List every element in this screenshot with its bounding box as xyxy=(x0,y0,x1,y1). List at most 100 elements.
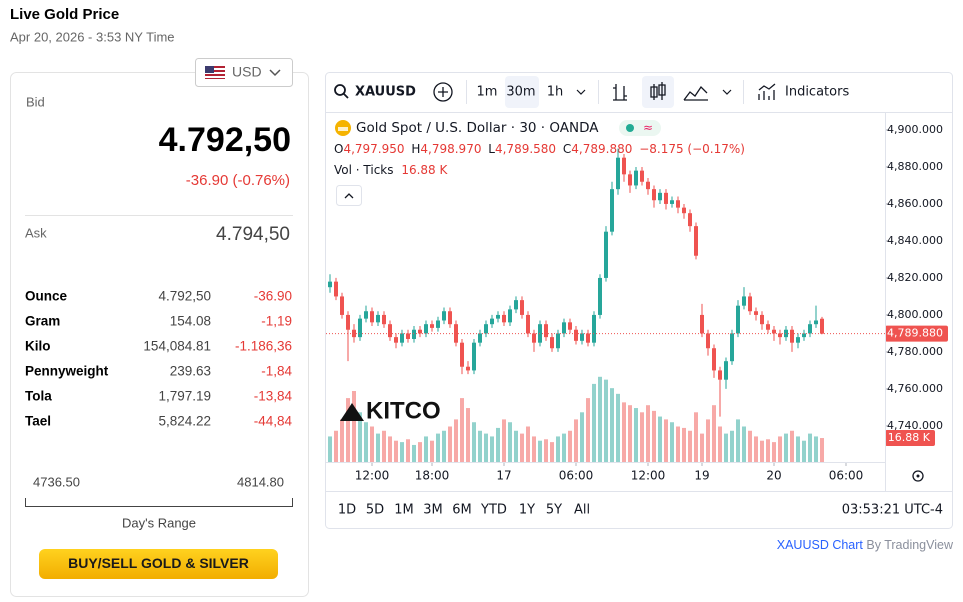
volume-bar xyxy=(748,430,752,462)
range-button[interactable]: 1M xyxy=(394,503,414,518)
currency[interactable]: USD xyxy=(232,64,262,80)
settings-icon[interactable] xyxy=(912,470,924,482)
attribution-by: By TradingView xyxy=(866,538,954,552)
candle-body xyxy=(592,314,596,343)
volume-bar xyxy=(646,405,650,462)
volume-bar xyxy=(436,433,440,462)
unit-change: -1.186,36 xyxy=(235,339,292,354)
price-panel xyxy=(10,72,309,597)
volume-bar xyxy=(616,393,620,462)
candle-body xyxy=(574,329,578,341)
indicators[interactable]: Indicators xyxy=(785,85,849,100)
buy-button-label[interactable]: BUY/SELL GOLD & SILVER xyxy=(68,555,249,571)
volume-bar xyxy=(688,430,692,462)
ohlc-key: C xyxy=(563,142,571,156)
candle-body xyxy=(778,333,782,338)
collapse-button[interactable] xyxy=(336,185,362,206)
range-button[interactable]: 1Y xyxy=(519,503,535,518)
symbol[interactable]: XAUUSD xyxy=(355,85,416,100)
interval[interactable]: 1h xyxy=(547,85,564,100)
candle-body xyxy=(622,157,626,175)
interval[interactable]: 1m xyxy=(477,85,498,100)
ohlc-value: 4,797.950 xyxy=(343,142,404,156)
volume-bar xyxy=(520,433,524,462)
volume-bar xyxy=(442,430,446,462)
volume-bar xyxy=(478,430,482,462)
currency-box[interactable] xyxy=(195,58,293,87)
area-icon[interactable] xyxy=(683,85,708,101)
add-icon xyxy=(438,87,448,97)
range-button[interactable]: All xyxy=(574,503,590,518)
volume-bar xyxy=(376,433,380,462)
buy-button[interactable] xyxy=(39,549,278,579)
volume-bar xyxy=(340,419,344,462)
chart-title: Gold Spot / U.S. Dollar · 30 · OANDA xyxy=(356,120,599,136)
volume-bar xyxy=(820,438,824,462)
candle-body xyxy=(508,309,512,323)
volume-bar xyxy=(358,412,362,462)
volume-bar xyxy=(370,426,374,462)
candle-body xyxy=(820,318,824,334)
candle-body xyxy=(772,329,776,334)
volume-bar xyxy=(544,439,548,462)
candle-body xyxy=(616,157,620,190)
ohlc-key: O xyxy=(334,142,343,156)
candle-body xyxy=(808,324,812,334)
logo-text: KITCO xyxy=(366,397,441,424)
candle-body xyxy=(478,333,482,343)
candle-body xyxy=(520,300,524,315)
candle-body xyxy=(364,311,368,319)
status-dot xyxy=(626,124,634,132)
volume-bar xyxy=(712,405,716,462)
volume-bar xyxy=(550,442,554,462)
candle-body xyxy=(706,333,710,349)
candle-body xyxy=(682,207,686,214)
caret[interactable] xyxy=(576,89,586,95)
volume-bar xyxy=(808,433,812,462)
volume-bar xyxy=(802,440,806,462)
bars-icon[interactable] xyxy=(613,84,627,101)
interval[interactable]: 30m xyxy=(506,85,535,100)
range-button[interactable]: 5Y xyxy=(546,503,562,518)
x-tick-label: 20 xyxy=(766,469,781,483)
attribution-link[interactable]: XAUUSD Chart xyxy=(777,538,864,552)
currency-select[interactable]: USD xyxy=(195,58,293,87)
volume-bar xyxy=(334,430,338,462)
range-button[interactable]: 1D xyxy=(338,503,356,518)
candle-body xyxy=(796,337,800,343)
indicators-icon[interactable] xyxy=(758,83,776,100)
y-tick-label: 4,740.000 xyxy=(887,419,943,432)
candle-icon[interactable] xyxy=(650,82,666,100)
candle-body xyxy=(598,277,602,315)
ohlc-value: 4,789.880 xyxy=(571,142,632,156)
unit-change: -44,84 xyxy=(254,414,293,429)
last-price-label: 4,789.880 xyxy=(887,327,943,340)
search-icon[interactable] xyxy=(334,84,346,96)
unit-name: Tael xyxy=(25,414,51,429)
add-icon[interactable] xyxy=(433,82,453,102)
volume-bar xyxy=(664,419,668,462)
ohlc-legend: O4,797.950 H4,798.970 L4,789.580 C4,789.… xyxy=(334,142,745,156)
unit-name: Tola xyxy=(25,389,52,404)
volume-bar xyxy=(394,440,398,462)
candle-body xyxy=(670,200,674,204)
volume-bar xyxy=(772,442,776,462)
range-button[interactable]: 5D xyxy=(366,503,384,518)
candle-body xyxy=(748,296,752,312)
unit-price: 4.792,50 xyxy=(158,289,211,304)
candle-body xyxy=(730,333,734,362)
range-bar xyxy=(25,498,293,507)
range-button[interactable]: YTD xyxy=(480,503,507,518)
range-button[interactable]: 6M xyxy=(452,503,472,518)
status-pill xyxy=(619,120,661,136)
candle-body xyxy=(550,337,554,349)
candle-body xyxy=(604,231,608,278)
range-button[interactable]: 3M xyxy=(423,503,443,518)
x-tick-label: 18:00 xyxy=(415,469,450,483)
candle-body xyxy=(424,324,428,334)
page-title: Live Gold Price xyxy=(10,6,119,23)
volume-bar xyxy=(454,419,458,462)
candle-body xyxy=(562,322,566,334)
caret[interactable] xyxy=(722,89,732,95)
volume-bar xyxy=(754,436,758,462)
